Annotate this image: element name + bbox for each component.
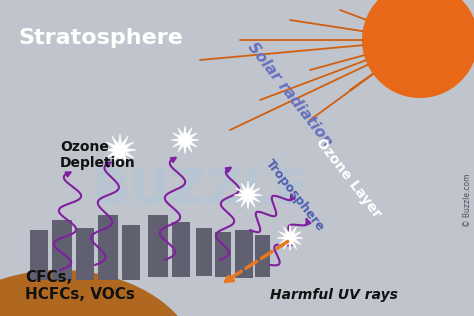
Polygon shape (277, 225, 303, 251)
Circle shape (362, 0, 474, 98)
Bar (255, 235, 270, 277)
Bar (52, 220, 72, 280)
Text: © Buzzle.com: © Buzzle.com (464, 173, 473, 227)
Polygon shape (104, 134, 136, 166)
Text: Troposphere: Troposphere (263, 156, 327, 234)
Bar (196, 228, 212, 276)
Bar (76, 228, 94, 280)
Bar (215, 232, 231, 277)
Text: Stratosphere: Stratosphere (18, 28, 183, 48)
Text: Solar radiation: Solar radiation (245, 40, 335, 150)
Text: Ozone Layer: Ozone Layer (312, 136, 383, 221)
Bar (172, 222, 190, 277)
Polygon shape (234, 181, 262, 209)
Bar (235, 230, 253, 278)
Bar (148, 215, 168, 277)
Polygon shape (171, 126, 199, 154)
Text: Ozone
Depletion: Ozone Depletion (60, 140, 136, 170)
Text: CFCs,
HCFCs, VOCs: CFCs, HCFCs, VOCs (25, 270, 135, 302)
Text: BUZZLE: BUZZLE (91, 166, 309, 214)
Bar (122, 225, 140, 280)
Bar (30, 230, 48, 280)
Ellipse shape (0, 270, 200, 316)
Text: Harmful UV rays: Harmful UV rays (270, 288, 398, 302)
Bar (98, 215, 118, 280)
